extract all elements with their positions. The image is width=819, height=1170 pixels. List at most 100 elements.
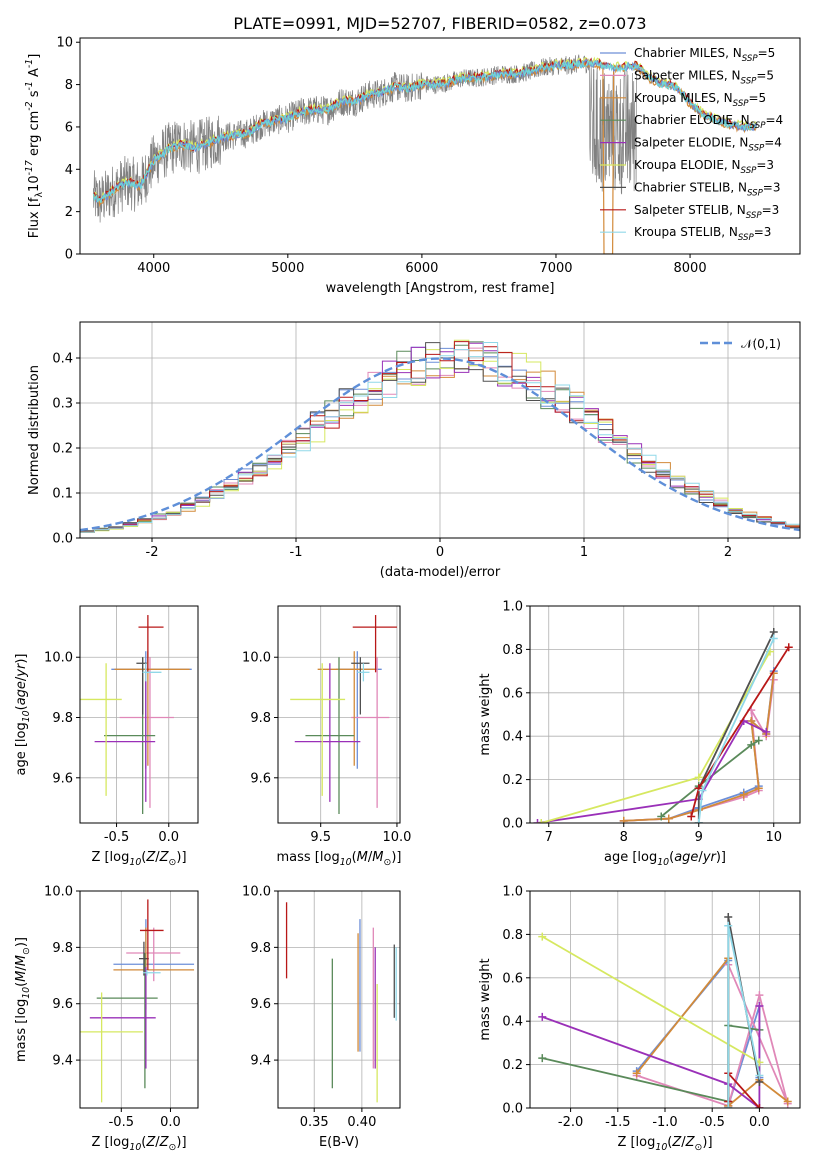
weight-marker [724, 913, 733, 922]
y-tick-label: 0.4 [502, 730, 523, 745]
weight-marker [538, 1012, 547, 1021]
weight-marker [762, 727, 771, 736]
x-tick-label: 7000 [539, 261, 572, 276]
legend-label: Salpeter MILES, NSSP​=5 [634, 68, 774, 86]
x-tick-label: 0.35 [300, 1115, 329, 1130]
weight-marker [755, 991, 764, 1000]
spectrum-ylabel: Flux [fλ​10-17​ erg cm-2​ s-1​ A-1​] [24, 54, 45, 239]
y-tick-label: 0.8 [502, 928, 523, 943]
y-tick-label: 0.0 [502, 1102, 523, 1117]
y-tick-label: 10.0 [44, 651, 73, 666]
weight-marker [664, 814, 673, 823]
weight-marker [533, 819, 542, 823]
mass-vs-ebv-xlabel: E(B-V) [319, 1135, 359, 1150]
legend-label: Kroupa MILES, NSSP​=5 [634, 91, 766, 109]
residual-hist-panel: -2 -1 0 1 2 0.0 0.1 0.2 0.3 0.4 (data-model)/error… [27, 321, 801, 580]
x-tick-label: 0 [436, 545, 444, 560]
y-tick-label: 9.6 [250, 771, 271, 786]
weight-marker [619, 816, 628, 823]
x-tick-label: 10.0 [382, 830, 411, 845]
y-tick-label: 0.1 [52, 487, 73, 502]
x-tick-label: 9.5 [310, 830, 331, 845]
y-tick-label: 9.8 [250, 711, 271, 726]
weight-marker [724, 921, 733, 930]
x-tick-label: -0.5 [104, 830, 129, 845]
weight-vs-age-plot-area [530, 606, 800, 823]
x-tick-label: -0.5 [700, 1115, 725, 1130]
y-tick-label: 2 [65, 205, 73, 220]
weight-vs-Z-panel: -2.0 -1.5 -1.0 -0.5 0.0 0.0 0.2 0.4 0.6 0.8 1.0 Z [… [478, 885, 801, 1153]
x-tick-label: 0.0 [160, 1115, 181, 1130]
x-tick-label: 5000 [271, 261, 304, 276]
spectrum-panel: 4000 5000 6000 7000 8000 0 2 4 6 8 10 wavelength [A… [24, 36, 801, 296]
age-vs-mass-xlabel: mass [log10​(M/M⊙​)] [277, 850, 402, 868]
legend-label: Chabrier MILES, NSSP​=5 [634, 46, 775, 64]
weight-marker [694, 819, 703, 823]
x-tick-label: 6000 [405, 261, 438, 276]
weight-marker [754, 784, 763, 793]
x-tick-label: -1.0 [652, 1115, 677, 1130]
weight-vs-age-xlabel: age [log10​(age/yr)] [604, 850, 726, 868]
mass-vs-Z-plot-area [80, 891, 198, 1108]
y-tick-label: 9.6 [52, 771, 73, 786]
x-tick-label: 10 [765, 830, 782, 845]
mass-vs-Z-frame [79, 890, 199, 1109]
spectrum-model-line [92, 59, 757, 204]
residual-hist-plot-area [80, 322, 800, 538]
y-tick-label: 9.4 [52, 1054, 73, 1069]
y-tick-label: 1.0 [502, 600, 523, 615]
y-tick-label: 0 [65, 248, 73, 263]
y-tick-label: 0.0 [52, 532, 73, 547]
legend-label: Salpeter ELODIE, NSSP​=4 [634, 136, 782, 154]
age-vs-Z-ylabel: age [log10​(age/yr)] [14, 653, 32, 775]
weight-marker [783, 1097, 792, 1106]
y-tick-label: 0.6 [502, 971, 523, 986]
weight-marker [538, 932, 547, 941]
figure-title: PLATE=0991, MJD=52707, FIBERID=0582, z=0… [233, 14, 646, 33]
spectrum-legend: Chabrier MILES, NSSP​=5 Salpeter MILES, N… [600, 46, 783, 243]
residual-hist-xlabel: (data-model)/error [380, 565, 501, 580]
weight-series-line [537, 719, 767, 823]
age-vs-mass-plot-area [278, 606, 400, 823]
normal-reference-curve [80, 357, 800, 532]
weight-series-line [542, 1024, 760, 1103]
age-vs-mass-panel: 9.5 10.0 9.6 9.8 10.0 mass [log10​(M/M⊙​)] [242, 605, 411, 868]
weight-vs-Z-xlabel: Z [log10​(Z/Z⊙​)] [617, 1135, 712, 1153]
age-vs-Z-plot-area [80, 606, 198, 823]
x-tick-label: -2.0 [558, 1115, 583, 1130]
spectrum-frame [79, 37, 801, 255]
weight-series-line [541, 935, 760, 1064]
y-tick-label: 9.8 [52, 711, 73, 726]
weight-series-line [727, 925, 761, 1108]
y-tick-label: 10.0 [242, 885, 271, 900]
weight-vs-Z-plot-area [530, 891, 800, 1108]
legend-label: Kroupa STELIB, NSSP​=3 [634, 225, 771, 243]
legend-label: Kroupa ELODIE, NSSP​=3 [634, 158, 774, 176]
weight-marker [769, 634, 778, 643]
weight-marker [632, 1069, 641, 1078]
y-tick-label: 9.8 [52, 941, 73, 956]
mass-vs-ebv-plot-area [278, 891, 400, 1108]
residual-hist-ylabel: Normed distribution [27, 365, 42, 495]
spectrum-plot-area [92, 54, 758, 254]
weight-marker [747, 740, 756, 749]
mass-vs-ebv-frame [277, 890, 401, 1109]
x-tick-label: -1.5 [605, 1115, 630, 1130]
age-vs-Z-frame [79, 605, 199, 824]
histogram-series [80, 342, 800, 533]
y-tick-label: 0.2 [502, 773, 523, 788]
weight-marker [657, 812, 666, 821]
weight-marker [537, 819, 546, 823]
weight-marker [698, 786, 707, 795]
weight-series-line [541, 1006, 761, 1108]
y-tick-label: 0.2 [52, 442, 73, 457]
weight-marker [755, 1104, 764, 1108]
weight-marker [754, 736, 763, 745]
age-vs-Z-panel: -0.5 0.0 9.6 9.8 10.0 Z [log10​(Z/Z⊙​)] age [l… [14, 605, 199, 868]
mass-vs-Z-ylabel: mass [log10​(M/M⊙​)] [14, 937, 32, 1062]
y-tick-label: 0.4 [52, 352, 73, 367]
weight-marker [687, 812, 696, 821]
weight-marker [755, 1002, 764, 1011]
